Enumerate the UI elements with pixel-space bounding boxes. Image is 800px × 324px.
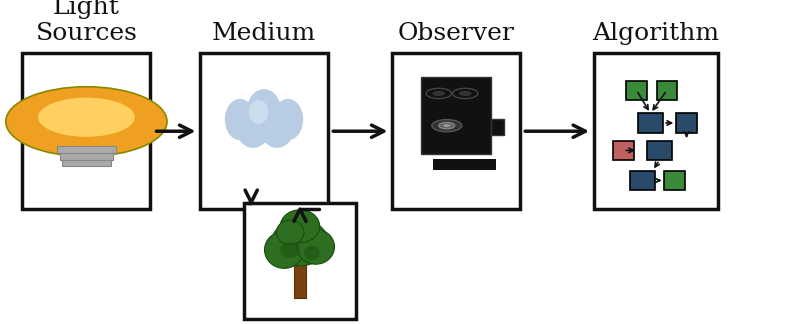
FancyBboxPatch shape xyxy=(62,160,110,166)
Circle shape xyxy=(432,120,462,132)
Ellipse shape xyxy=(271,220,329,266)
Circle shape xyxy=(453,88,478,98)
Ellipse shape xyxy=(246,89,282,135)
FancyBboxPatch shape xyxy=(433,159,496,170)
Circle shape xyxy=(438,122,455,129)
Ellipse shape xyxy=(280,242,300,258)
Ellipse shape xyxy=(304,246,320,260)
Ellipse shape xyxy=(38,98,134,137)
Text: Medium: Medium xyxy=(212,22,316,45)
FancyBboxPatch shape xyxy=(392,53,520,209)
FancyBboxPatch shape xyxy=(57,145,116,153)
FancyBboxPatch shape xyxy=(638,113,663,133)
Circle shape xyxy=(432,91,445,96)
FancyBboxPatch shape xyxy=(613,141,634,160)
FancyBboxPatch shape xyxy=(626,81,646,100)
FancyBboxPatch shape xyxy=(657,81,678,100)
Text: Light
Sources: Light Sources xyxy=(35,0,138,45)
Ellipse shape xyxy=(280,210,320,243)
Circle shape xyxy=(459,91,471,96)
FancyBboxPatch shape xyxy=(630,171,655,190)
FancyBboxPatch shape xyxy=(490,119,504,135)
Ellipse shape xyxy=(6,87,167,156)
FancyBboxPatch shape xyxy=(294,262,306,298)
Ellipse shape xyxy=(276,220,304,245)
FancyBboxPatch shape xyxy=(647,141,672,160)
FancyBboxPatch shape xyxy=(676,113,697,133)
FancyBboxPatch shape xyxy=(200,53,328,209)
Text: Observer: Observer xyxy=(398,22,514,45)
Ellipse shape xyxy=(297,229,334,264)
Text: Algorithm: Algorithm xyxy=(593,22,719,45)
Ellipse shape xyxy=(225,99,255,140)
FancyBboxPatch shape xyxy=(22,53,150,209)
FancyBboxPatch shape xyxy=(594,53,718,209)
Ellipse shape xyxy=(249,100,268,124)
Ellipse shape xyxy=(237,113,270,148)
FancyBboxPatch shape xyxy=(244,202,356,319)
Ellipse shape xyxy=(265,231,304,268)
FancyBboxPatch shape xyxy=(664,171,685,190)
Ellipse shape xyxy=(273,99,303,140)
FancyBboxPatch shape xyxy=(59,153,114,160)
Circle shape xyxy=(443,124,450,127)
Ellipse shape xyxy=(261,113,294,148)
FancyBboxPatch shape xyxy=(422,77,490,154)
Circle shape xyxy=(426,88,451,98)
